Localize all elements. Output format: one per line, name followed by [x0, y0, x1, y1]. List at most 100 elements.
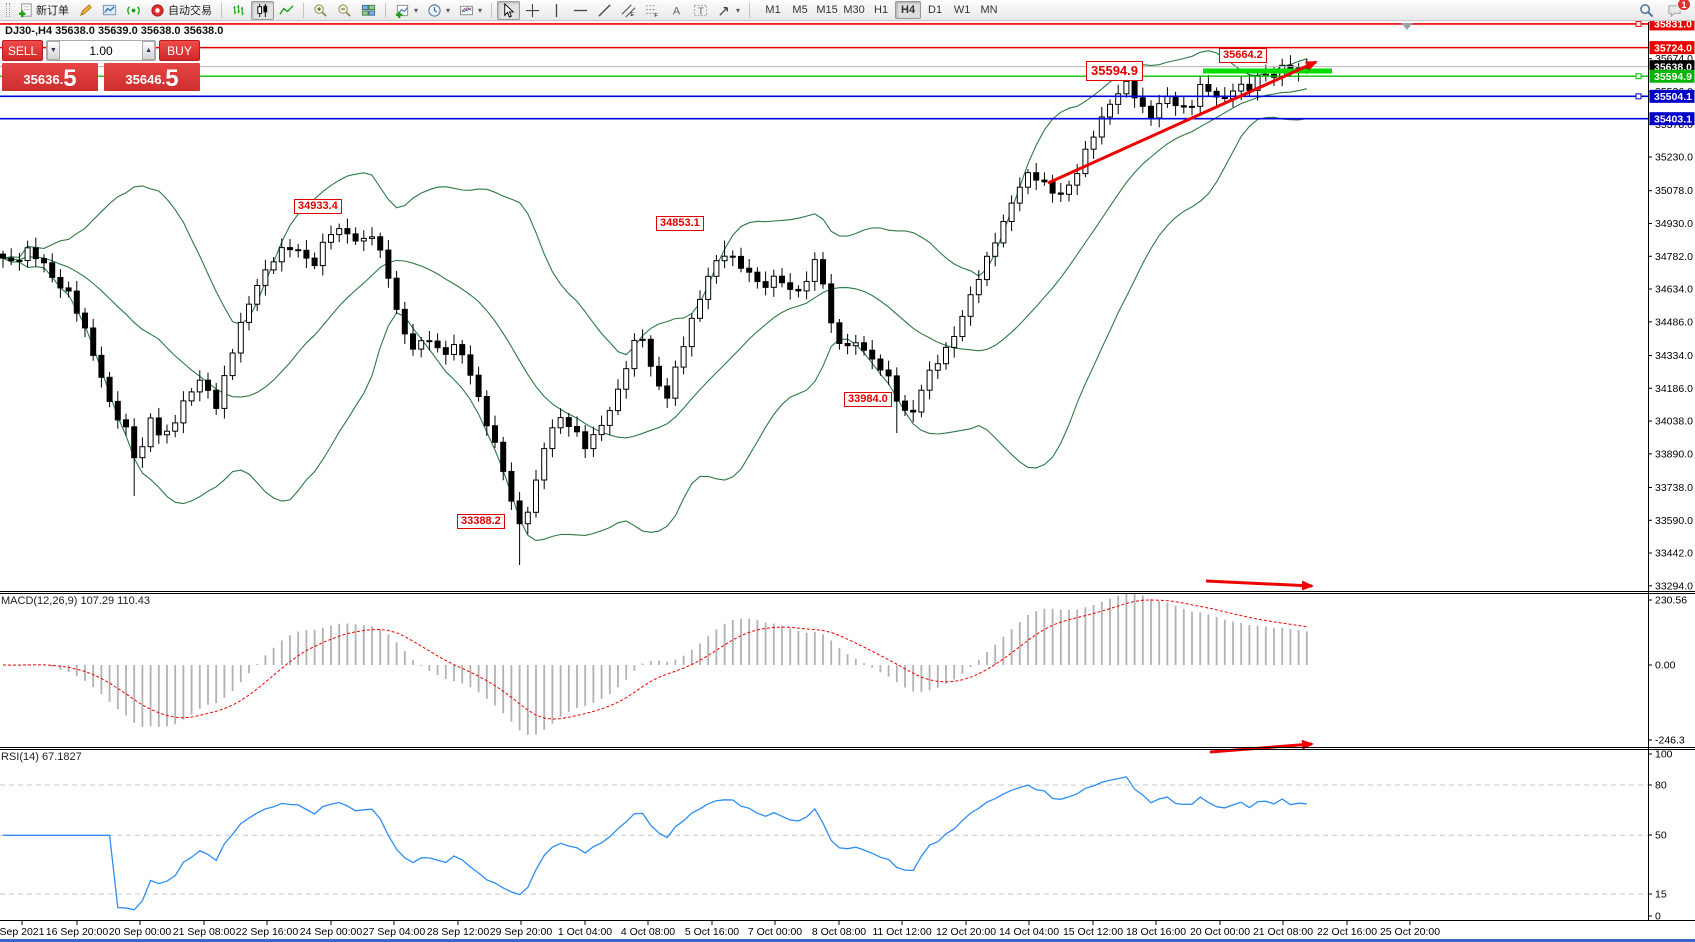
svg-text:21 Oct 08:00: 21 Oct 08:00 [1253, 926, 1313, 938]
zoom-out-icon [338, 3, 351, 17]
bar-chart-mode-button[interactable] [227, 1, 250, 20]
arrows-tool-button[interactable]: ▾ [713, 1, 744, 20]
svg-text:35594.9: 35594.9 [1654, 71, 1692, 83]
new-order-icon [18, 2, 32, 17]
horizontal-line-tool-button[interactable] [569, 1, 592, 20]
svg-text:35504.1: 35504.1 [1654, 91, 1692, 103]
svg-text:22 Oct 16:00: 22 Oct 16:00 [1317, 926, 1377, 938]
toolbar: 新订单 自动交易 ▾ ▾ ▾ [0, 0, 1695, 21]
vertical-line-tool-button[interactable] [545, 1, 568, 20]
buy-button[interactable]: BUY [159, 40, 200, 61]
svg-text:E: E [630, 12, 634, 18]
tile-windows-button[interactable] [357, 1, 380, 20]
svg-text:34186.0: 34186.0 [1655, 383, 1693, 395]
signals-button[interactable] [122, 1, 145, 20]
toolbar-separator [749, 2, 751, 18]
line-chart-mode-button[interactable] [275, 1, 298, 20]
channel-tool-button[interactable]: E [617, 1, 640, 20]
horizontal-price-lines[interactable] [0, 20, 1648, 120]
svg-text:35831.0: 35831.0 [1654, 19, 1692, 31]
crosshair-icon [525, 3, 540, 17]
add-indicator-button[interactable]: ▾ [391, 1, 422, 20]
crayon-tool-button[interactable] [74, 1, 97, 20]
sell-button[interactable]: SELL [2, 40, 43, 61]
macd-arrow[interactable] [1205, 579, 1314, 591]
volume-increase-button[interactable]: ▲ [142, 41, 155, 60]
trendline-icon [598, 3, 611, 17]
price-axis: 35674.035526.035378.035230.035078.034930… [1648, 17, 1695, 592]
crosshair-tool-button[interactable] [521, 1, 544, 20]
market-watch-button[interactable] [98, 1, 121, 20]
timeframe-MN[interactable]: MN [976, 1, 1002, 19]
timeframe-M15[interactable]: M15 [814, 1, 840, 19]
autotrade-button[interactable]: 自动交易 [146, 1, 216, 20]
timeframe-M30[interactable]: M30 [841, 1, 867, 19]
svg-text:Sep 2021: Sep 2021 [0, 926, 45, 938]
text-icon: A [673, 5, 681, 17]
svg-text:16 Sep 20:00: 16 Sep 20:00 [46, 926, 109, 938]
cursor-tool-button[interactable] [497, 0, 521, 20]
svg-text:0.00: 0.00 [1655, 660, 1676, 672]
svg-text:33738.0: 33738.0 [1655, 482, 1693, 494]
candles [0, 55, 1310, 565]
svg-text:T: T [698, 6, 705, 17]
buy-price[interactable]: 35646. 5 [104, 63, 200, 91]
svg-text:24 Sep 00:00: 24 Sep 00:00 [300, 926, 363, 938]
toolbar-grip[interactable] [6, 3, 10, 17]
sell-price-int: 35636 [23, 72, 60, 87]
text-label-tool-button[interactable]: T [689, 1, 712, 20]
svg-text:8 Oct 08:00: 8 Oct 08:00 [812, 926, 866, 938]
zoom-in-icon [314, 3, 327, 17]
trend-arrow[interactable] [1047, 60, 1318, 185]
volume-input[interactable] [59, 41, 143, 60]
svg-text:80: 80 [1655, 780, 1667, 792]
new-order-button[interactable]: 新订单 [14, 1, 73, 20]
bollinger-bands [2, 50, 1307, 542]
timeframe-M1[interactable]: M1 [760, 1, 786, 19]
chevron-down-icon: ▾ [478, 5, 483, 15]
panel-separators[interactable] [0, 22, 1695, 921]
timeframe-H1[interactable]: H1 [868, 1, 894, 19]
timeframe-M5[interactable]: M5 [787, 1, 813, 19]
svg-text:15 Oct 12:00: 15 Oct 12:00 [1063, 926, 1123, 938]
fibonacci-tool-button[interactable]: F [641, 1, 664, 20]
zoom-out-button[interactable] [333, 1, 356, 20]
line-chart-icon [279, 4, 294, 15]
timeframe-D1[interactable]: D1 [922, 1, 948, 19]
rsi-panel [0, 776, 1648, 911]
timeframe-W1[interactable]: W1 [949, 1, 975, 19]
timeframe-switcher: M1 M5 M15 M30 H1 H4 D1 W1 MN [760, 1, 1002, 19]
sell-price[interactable]: 35636. 5 [2, 63, 98, 91]
chevron-down-icon: ▾ [736, 5, 741, 15]
search-button[interactable] [1636, 1, 1656, 20]
svg-text:18 Oct 16:00: 18 Oct 16:00 [1126, 926, 1186, 938]
chart-shift-marker[interactable] [1401, 23, 1413, 30]
time-axis: Sep 2021 16 Sep 20:00 20 Sep 00:00 21 Sep 0… [0, 921, 1440, 938]
notifications-button[interactable]: 1 [1664, 0, 1691, 20]
svg-text:34930.0: 34930.0 [1655, 218, 1693, 230]
candlestick-mode-button[interactable] [251, 0, 274, 20]
text-tool-button[interactable]: A [665, 1, 688, 20]
toolbar-separator [385, 2, 386, 18]
periods-button[interactable]: ▾ [423, 1, 454, 20]
timeframe-H4[interactable]: H4 [895, 1, 922, 19]
svg-text:20 Sep 00:00: 20 Sep 00:00 [109, 926, 172, 938]
svg-text:33294.0: 33294.0 [1655, 580, 1693, 592]
svg-text:230.56: 230.56 [1655, 595, 1687, 607]
svg-text:1 Oct 04:00: 1 Oct 04:00 [558, 926, 612, 938]
volume-decrease-button[interactable]: ▼ [47, 41, 60, 60]
macd-histogram [2, 593, 1308, 735]
svg-text:15: 15 [1655, 889, 1667, 901]
tile-windows-icon [361, 4, 376, 16]
svg-text:5 Oct 16:00: 5 Oct 16:00 [685, 926, 739, 938]
buy-price-int: 35646 [125, 72, 162, 87]
trendline-tool-button[interactable] [593, 1, 616, 20]
zoom-in-button[interactable] [309, 1, 332, 20]
svg-text:14 Oct 04:00: 14 Oct 04:00 [999, 926, 1059, 938]
templates-button[interactable]: ▾ [455, 1, 486, 20]
svg-text:28 Sep 12:00: 28 Sep 12:00 [427, 926, 490, 938]
bar-chart-icon [233, 4, 244, 15]
toolbar-separator [221, 2, 222, 18]
svg-text:11 Oct 12:00: 11 Oct 12:00 [872, 926, 932, 938]
